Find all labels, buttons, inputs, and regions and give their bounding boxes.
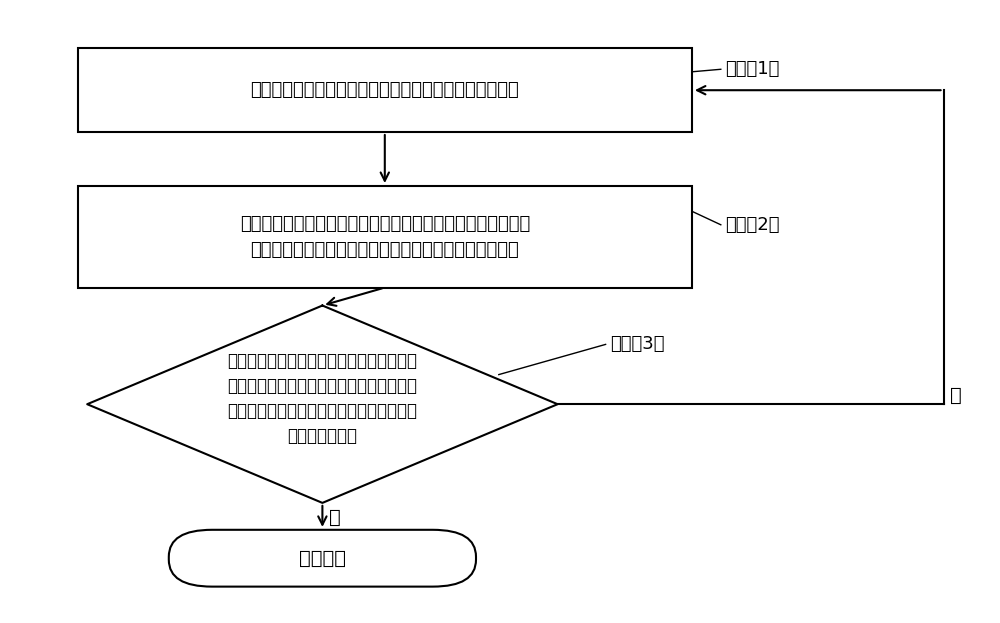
Text: 结束操作: 结束操作 [299, 549, 346, 568]
FancyBboxPatch shape [78, 186, 692, 288]
Text: 否: 否 [950, 386, 962, 405]
Text: 步骤（2）: 步骤（2） [726, 216, 780, 234]
Text: 获取所述根节点及其对应的子节点间的传送时延，并根据所述
传送时延对所述根节点及其对应的子节点间进行时间同步: 获取所述根节点及其对应的子节点间的传送时延，并根据所述 传送时延对所述根节点及其… [240, 214, 530, 259]
Text: 是: 是 [329, 508, 341, 527]
FancyBboxPatch shape [78, 49, 692, 132]
Text: 获取传感网络树形拓扑结构中的根节点及其对应的子节点: 获取传感网络树形拓扑结构中的根节点及其对应的子节点 [250, 81, 519, 99]
Text: 将所述传感网络树形拓扑结构中的根节点及
其对应的子节点中的子节点作为根节点，判
断所述传感网络树形拓扑结构中所有节点是
否完成时间同步: 将所述传感网络树形拓扑结构中的根节点及 其对应的子节点中的子节点作为根节点，判 … [227, 352, 417, 445]
Text: 步骤（1）: 步骤（1） [726, 60, 780, 78]
Text: 步骤（3）: 步骤（3） [610, 335, 665, 353]
FancyBboxPatch shape [169, 530, 476, 587]
